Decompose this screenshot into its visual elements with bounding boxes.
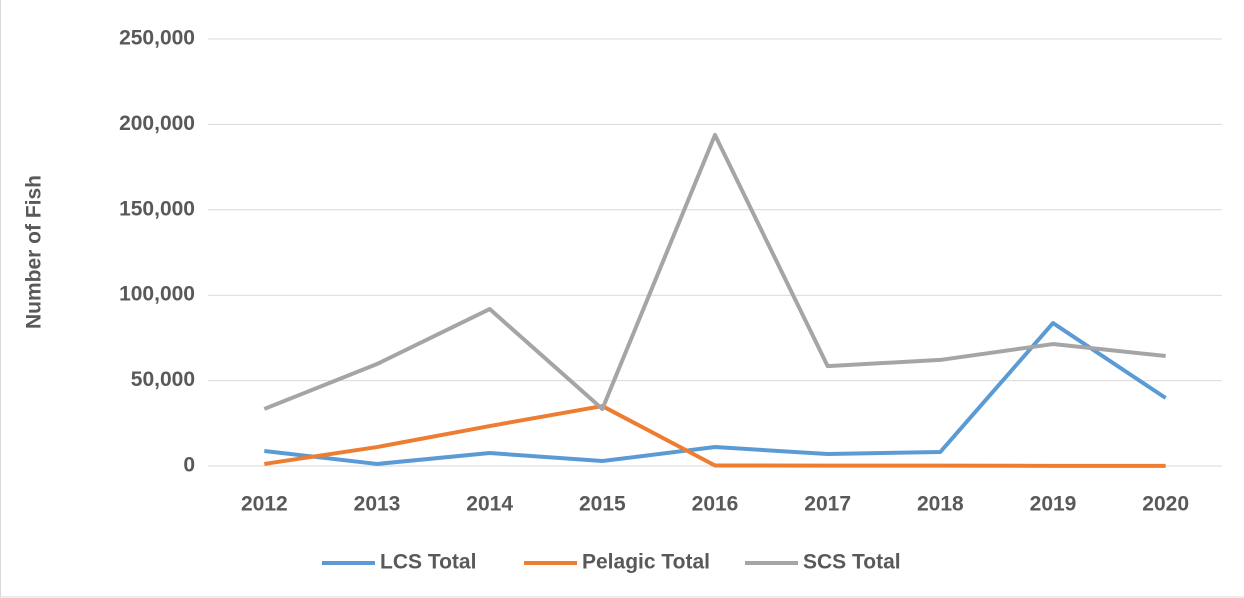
y-axis-title: Number of Fish bbox=[23, 175, 46, 329]
legend-label: Pelagic Total bbox=[582, 551, 710, 574]
series-line bbox=[264, 404, 1166, 468]
series-line bbox=[264, 321, 1167, 466]
y-tick-label: 100,000 bbox=[119, 283, 195, 306]
y-tick-label: 200,000 bbox=[119, 112, 195, 135]
x-tick-label: 2012 bbox=[241, 493, 288, 516]
x-tick-label: 2018 bbox=[917, 493, 964, 516]
y-tick-label: 250,000 bbox=[119, 27, 195, 50]
legend-label: SCS Total bbox=[803, 551, 901, 574]
x-tick-label: 2017 bbox=[804, 493, 851, 516]
y-tick-label: 150,000 bbox=[119, 197, 195, 220]
y-tick-label: 50,000 bbox=[131, 368, 195, 391]
x-tick-label: 2013 bbox=[354, 493, 401, 516]
x-tick-label: 2014 bbox=[466, 493, 513, 516]
y-tick-label: 0 bbox=[183, 454, 195, 477]
x-tick-label: 2015 bbox=[579, 493, 626, 516]
series-line bbox=[263, 132, 1166, 411]
x-tick-label: 2016 bbox=[692, 493, 739, 516]
x-tick-label: 2019 bbox=[1030, 493, 1077, 516]
x-tick-label: 2020 bbox=[1142, 493, 1189, 516]
legend-label: LCS Total bbox=[380, 551, 476, 574]
